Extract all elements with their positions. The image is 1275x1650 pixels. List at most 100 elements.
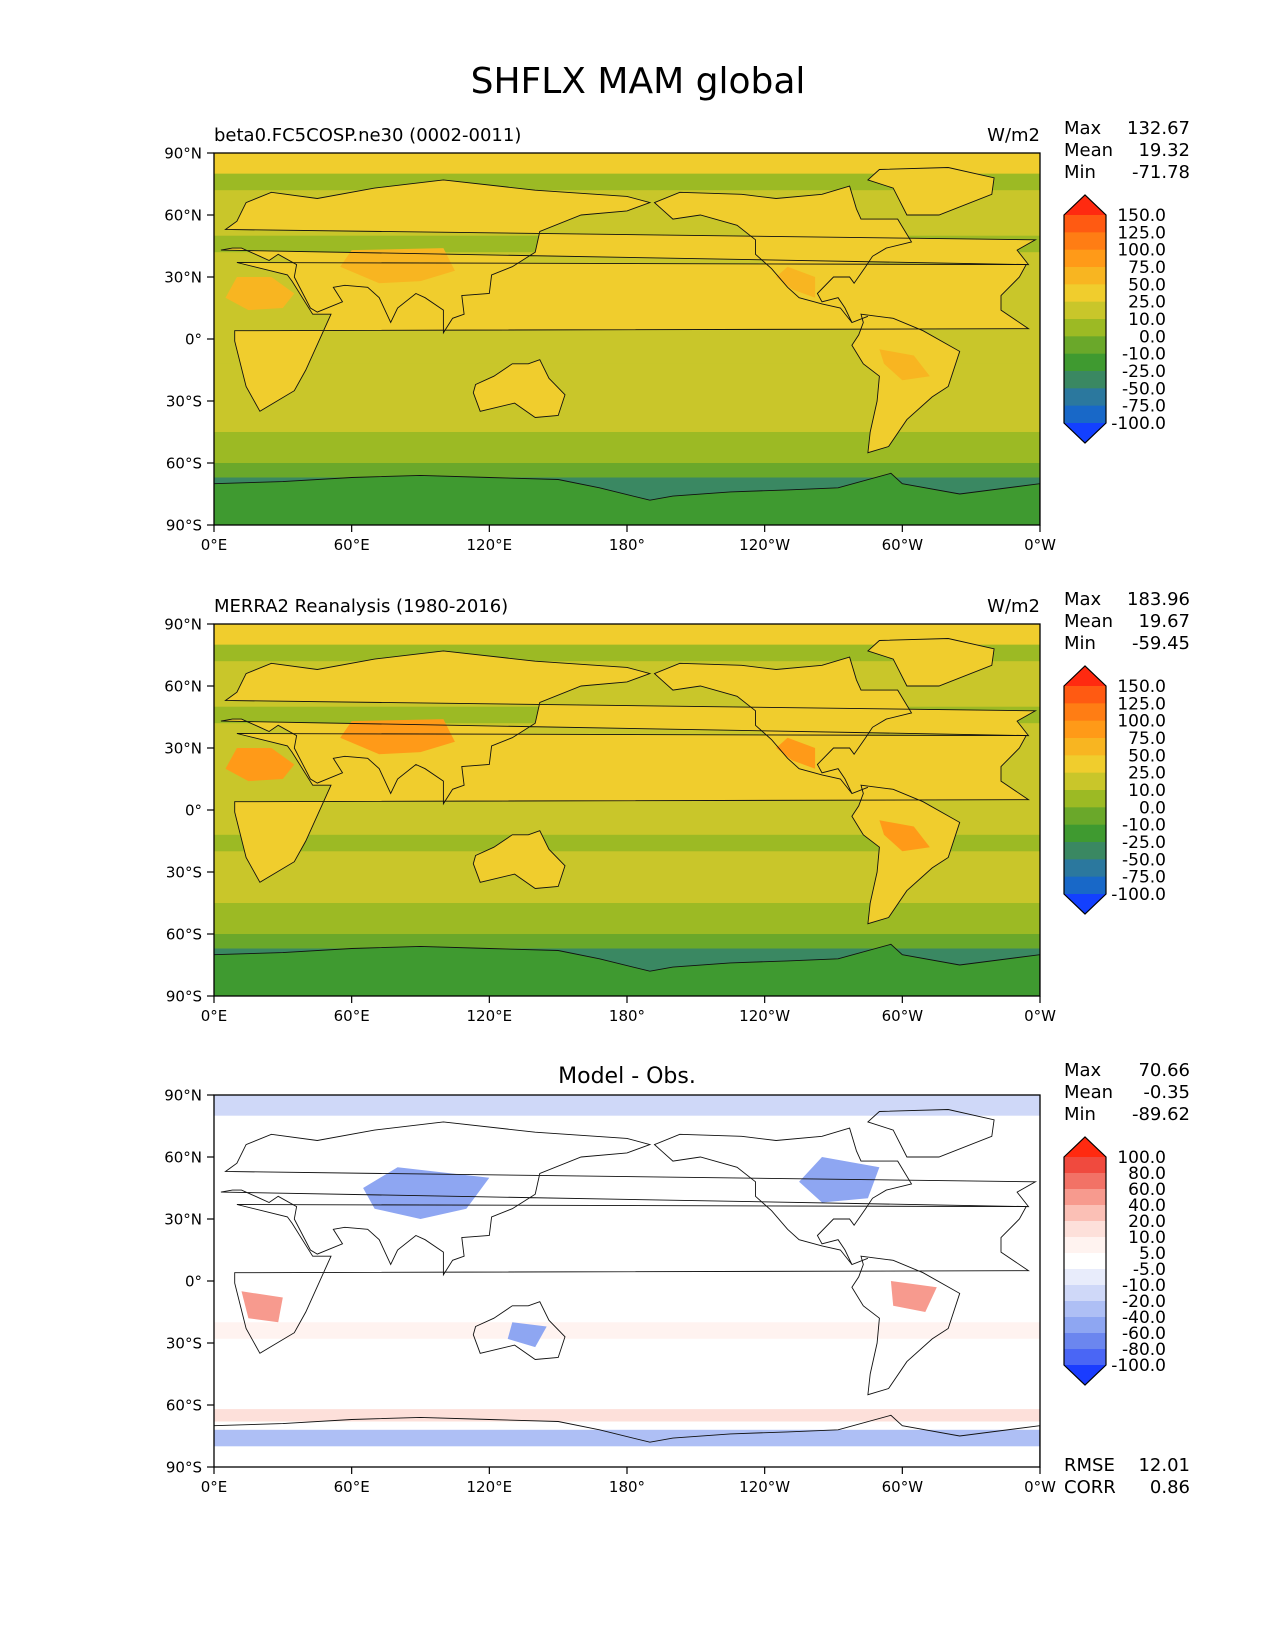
- land-fill: [879, 349, 930, 381]
- panel-title: beta0.FC5COSP.ne30 (0002-0011): [214, 125, 521, 146]
- lon-tick-label: 0°W: [1024, 1007, 1056, 1025]
- field-band: [214, 153, 1040, 174]
- lon-tick-label: 60°E: [334, 1478, 370, 1496]
- colorbar-segment: [1064, 1285, 1106, 1302]
- colorbar-label: 80.0: [1128, 1164, 1166, 1184]
- colorbar-label: 50.0: [1128, 275, 1166, 295]
- colorbar-label: 50.0: [1128, 746, 1166, 766]
- land-fill: [879, 820, 930, 852]
- colorbar-label: 100.0: [1117, 712, 1166, 732]
- lon-tick-label: 120°W: [739, 1007, 790, 1025]
- coastline: [653, 656, 913, 795]
- colorbar-label: 150.0: [1117, 206, 1166, 226]
- panels: 90°N60°N30°N0°30°S60°S90°S0°E 60°E 120°E 18…: [164, 118, 1190, 1498]
- lon-tick-label: 180°: [609, 1478, 645, 1496]
- colorbar-label: -10.0: [1122, 1276, 1166, 1296]
- colorbar-segment: [1064, 1253, 1106, 1270]
- field: [214, 1095, 1040, 1467]
- lat-tick-label: 60°S: [166, 926, 202, 944]
- colorbar-segment: [1064, 1365, 1106, 1385]
- metric-label: RMSE: [1064, 1455, 1115, 1476]
- land-fill: [340, 248, 455, 284]
- land-fill: [473, 359, 565, 418]
- colorbar-label: -75.0: [1122, 397, 1166, 417]
- panel-title: MERRA2 Reanalysis (1980-2016): [214, 596, 508, 617]
- field-band: [214, 1095, 1040, 1116]
- colorbar-segment: [1064, 1157, 1106, 1174]
- colorbar-segment: [1064, 301, 1106, 320]
- colorbar-label: 150.0: [1117, 677, 1166, 697]
- colorbar: 150.0125.0100.075.050.025.010.00.0-10.0-…: [1063, 194, 1166, 444]
- stat-label: Min: [1064, 633, 1096, 654]
- lon-tick-label: 0°W: [1024, 536, 1056, 554]
- land-fill: [473, 830, 565, 889]
- coastline: [653, 185, 913, 324]
- lat-tick-label: 30°N: [164, 269, 202, 287]
- colorbar-label: 20.0: [1128, 1212, 1166, 1232]
- colorbar-segment: [1064, 249, 1106, 268]
- field: [214, 624, 1040, 996]
- colorbar-label: -100.0: [1111, 1356, 1166, 1376]
- lon-tick-label: 120°E: [467, 1007, 513, 1025]
- field: [214, 153, 1040, 525]
- coastline: [867, 167, 995, 216]
- land-fill: [214, 473, 1040, 525]
- colorbar-label: -10.0: [1122, 816, 1166, 836]
- lat-tick-label: 60°N: [164, 1149, 202, 1167]
- figure-title: SHFLX MAM global: [471, 61, 806, 102]
- coastline: [220, 179, 1038, 335]
- colorbar-segment: [1064, 703, 1106, 722]
- field-band: [214, 834, 1040, 852]
- colorbar: 100.080.060.040.020.010.05.0-5.0-10.0-20…: [1063, 1136, 1166, 1386]
- colorbar-label: 100.0: [1117, 241, 1166, 261]
- colorbar-label: 125.0: [1117, 694, 1166, 714]
- colorbar-segment: [1064, 405, 1106, 424]
- colorbar-segment: [1064, 195, 1106, 215]
- colorbar-label: 125.0: [1117, 223, 1166, 243]
- lat-tick-label: 0°: [185, 1273, 202, 1291]
- colorbar-label: -20.0: [1122, 1292, 1166, 1312]
- colorbar-outline: [1063, 665, 1107, 915]
- colorbar-segment: [1064, 1237, 1106, 1254]
- land-fill: [851, 314, 960, 453]
- stat-value: 183.96: [1127, 589, 1190, 610]
- coastline: [472, 830, 566, 889]
- coastline: [851, 313, 961, 454]
- colorbar-segment: [1064, 388, 1106, 407]
- coastline: [234, 1204, 1030, 1354]
- stat-value: 19.67: [1138, 611, 1190, 632]
- colorbar-segment: [1064, 423, 1106, 443]
- colorbar-label: -10.0: [1122, 345, 1166, 365]
- lat-tick-label: 30°N: [164, 1211, 202, 1229]
- colorbar-segment: [1064, 755, 1106, 774]
- lon-tick-label: 60°E: [334, 1007, 370, 1025]
- colorbar-outline: [1063, 194, 1107, 444]
- colorbar-segment: [1064, 772, 1106, 791]
- lon-tick-label: 180°: [609, 1007, 645, 1025]
- colorbar-segment: [1064, 371, 1106, 389]
- colorbar-segment: [1064, 894, 1106, 914]
- lat-tick-label: 0°: [185, 802, 202, 820]
- colorbar-segment: [1064, 842, 1106, 860]
- colorbar-segment: [1064, 1173, 1106, 1190]
- land-fill: [340, 719, 455, 755]
- land-fill: [867, 167, 995, 215]
- colorbar-segment: [1064, 807, 1106, 826]
- colorbar-label: 10.0: [1128, 310, 1166, 330]
- colorbar-segment: [1064, 1189, 1106, 1206]
- lon-tick-label: 0°E: [201, 1007, 228, 1025]
- field-band: [214, 1429, 1040, 1447]
- land-fill: [654, 657, 912, 794]
- colorbar-label: 75.0: [1128, 729, 1166, 749]
- colorbar-label: 10.0: [1128, 1228, 1166, 1248]
- colorbar-segment: [1064, 720, 1106, 739]
- colorbar-label: 5.0: [1139, 1244, 1166, 1264]
- colorbar-segment: [1064, 738, 1106, 756]
- metric-label: CORR: [1064, 1477, 1116, 1498]
- stat-value: -71.78: [1132, 162, 1190, 183]
- land-fill: [220, 179, 1036, 333]
- colorbar-label: 75.0: [1128, 258, 1166, 278]
- colorbar-label: 0.0: [1139, 327, 1166, 347]
- colorbar-segment: [1064, 284, 1106, 303]
- colorbar-label: -75.0: [1122, 868, 1166, 888]
